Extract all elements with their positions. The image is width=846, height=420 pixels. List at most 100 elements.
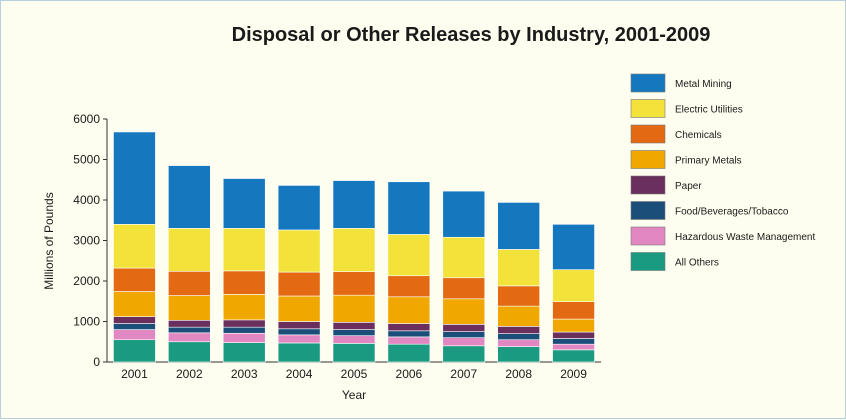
- bar-segment: [387, 234, 431, 277]
- bar-segment: [387, 330, 431, 338]
- bar-segment: [442, 337, 486, 347]
- bar-segment: [552, 269, 595, 302]
- x-tick-label: 2004: [286, 367, 313, 381]
- bar-segment: [387, 343, 431, 363]
- bar-segment: [168, 319, 211, 328]
- bar-segment: [497, 339, 540, 347]
- bar-segment: [552, 224, 595, 270]
- bar-segment: [113, 267, 156, 292]
- bar-segment: [552, 331, 595, 339]
- x-tick-label: 2002: [176, 367, 203, 381]
- bar-segment: [277, 295, 321, 322]
- y-tick-label: 2000: [73, 274, 100, 288]
- legend: Metal Mining Electric Utilities Chemicals P…: [630, 73, 815, 271]
- y-tick-label: 1000: [73, 315, 100, 329]
- bar-segment: [113, 224, 156, 269]
- bar-segment: [222, 332, 266, 343]
- bar-segment: [442, 345, 486, 363]
- bar-segment: [277, 185, 321, 231]
- y-tick-label: 0: [93, 355, 100, 369]
- bar-segment: [222, 270, 266, 295]
- legend-item: Electric Utilities: [630, 99, 743, 118]
- bar-segment: [497, 326, 540, 334]
- bar-segment: [113, 131, 156, 225]
- bar-segment: [552, 338, 595, 345]
- legend-item: Hazardous Waste Management: [630, 226, 815, 246]
- bar-segment: [277, 229, 321, 273]
- x-tick-label: 2003: [231, 367, 258, 381]
- legend-label: Primary Metals: [675, 156, 742, 167]
- bar-segment: [497, 249, 540, 287]
- bar-stack-2004: [277, 185, 321, 363]
- bar-segment: [222, 178, 266, 229]
- bar-segment: [497, 333, 540, 341]
- legend-label: Food/Beverages/Tobacco: [675, 207, 789, 218]
- bar-segment: [442, 331, 486, 338]
- bar-segment: [497, 202, 540, 250]
- bar-segment: [222, 319, 266, 328]
- y-tick-label: 4000: [73, 193, 100, 207]
- x-axis-title: Year: [342, 388, 366, 402]
- legend-item: Primary Metals: [630, 150, 742, 169]
- bar-segment: [277, 321, 321, 330]
- chart-title: Disposal or Other Releases by Industry, …: [232, 24, 711, 46]
- bar-segment: [332, 322, 376, 330]
- bar-segment: [168, 341, 211, 363]
- bar-stack-2003: [222, 178, 266, 363]
- x-tick-label: 2008: [505, 367, 532, 381]
- bar-segment: [552, 301, 595, 320]
- legend-item: Food/Beverages/Tobacco: [630, 201, 789, 220]
- legend-item: Metal Mining: [630, 73, 732, 93]
- bar-segment: [222, 326, 266, 334]
- bar-segment: [168, 270, 211, 296]
- bar-segment: [222, 294, 266, 321]
- bar-stack-2001: [113, 131, 156, 363]
- bar-segment: [332, 329, 376, 336]
- bar-stack-2009: [552, 224, 595, 363]
- y-axis: 0 1000 2000 3000 4000 5000 6000: [73, 112, 108, 369]
- bar-segment: [332, 343, 376, 363]
- bar-segment: [332, 294, 376, 323]
- x-tick-label: 2005: [341, 367, 368, 381]
- legend-label: Paper: [675, 181, 702, 192]
- legend-item: All Others: [630, 252, 719, 271]
- bar-segment: [113, 329, 156, 341]
- x-tick-label: 2007: [450, 367, 477, 381]
- legend-swatch: [630, 201, 666, 220]
- bar-segment: [332, 228, 376, 272]
- bar-stack-2006: [387, 181, 431, 363]
- bar-segment: [497, 346, 540, 363]
- bar-segment: [113, 291, 156, 317]
- bar-segment: [277, 334, 321, 344]
- legend-item: Paper: [630, 175, 702, 195]
- bar-segment: [442, 324, 486, 332]
- legend-item: Chemicals: [630, 124, 722, 144]
- bar-segment: [222, 342, 266, 363]
- bars: [113, 131, 595, 363]
- legend-label: All Others: [675, 258, 719, 269]
- bar-segment: [168, 228, 211, 272]
- bar-segment: [113, 339, 156, 363]
- bar-segment: [442, 277, 486, 300]
- bar-segment: [552, 343, 595, 351]
- bar-segment: [277, 342, 321, 363]
- legend-swatch: [630, 226, 666, 246]
- legend-swatch: [630, 150, 666, 169]
- y-tick-label: 6000: [73, 112, 100, 126]
- bar-segment: [113, 316, 156, 324]
- bar-segment: [442, 236, 486, 279]
- legend-label: Electric Utilities: [675, 105, 743, 116]
- legend-swatch: [630, 99, 666, 118]
- y-tick-label: 3000: [73, 234, 100, 248]
- x-tick-label: 2001: [121, 367, 148, 381]
- legend-swatch: [630, 175, 666, 195]
- bar-segment: [332, 335, 376, 344]
- bar-segment: [113, 323, 156, 330]
- bar-segment: [387, 336, 431, 345]
- bar-segment: [387, 275, 431, 298]
- bar-segment: [387, 323, 431, 332]
- bar-segment: [222, 228, 266, 272]
- bar-segment: [387, 296, 431, 324]
